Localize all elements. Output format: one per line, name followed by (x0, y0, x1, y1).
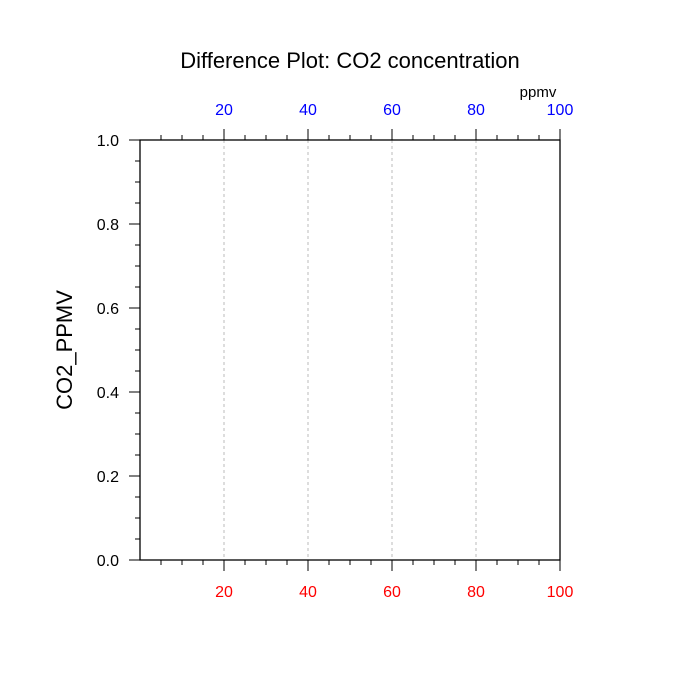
y-tick-label: 0.8 (97, 217, 119, 234)
chart-title: Difference Plot: CO2 concentration (180, 48, 520, 73)
tick-label-layer: 20 20 40 40 60 60 80 80 100 100 0.0 0.2 0.4 0.6 0.8 1.0 (97, 102, 574, 601)
y-tick-label: 0.2 (97, 469, 119, 486)
plot-area-frame (139, 139, 561, 561)
y-tick-label: 0.4 (97, 385, 119, 402)
y-axis-label: CO2_PPMV (52, 290, 77, 410)
tick-layer (129, 129, 561, 571)
x-tick-label-bottom: 80 (467, 584, 485, 601)
top-axis-units-label: ppmv (520, 84, 557, 101)
x-tick-label-bottom: 100 (547, 584, 574, 601)
y-tick-label: 0.0 (97, 553, 119, 570)
x-tick-label-bottom: 20 (215, 584, 233, 601)
x-tick-label-top: 80 (467, 102, 485, 119)
grid-layer (223, 140, 477, 560)
y-tick-label: 1.0 (97, 133, 119, 150)
x-tick-label-top: 20 (215, 102, 233, 119)
x-tick-label-bottom: 40 (299, 584, 317, 601)
x-tick-label-top: 100 (547, 102, 574, 119)
x-tick-label-top: 40 (299, 102, 317, 119)
x-tick-label-top: 60 (383, 102, 401, 119)
x-tick-label-bottom: 60 (383, 584, 401, 601)
y-tick-label: 0.6 (97, 301, 119, 318)
